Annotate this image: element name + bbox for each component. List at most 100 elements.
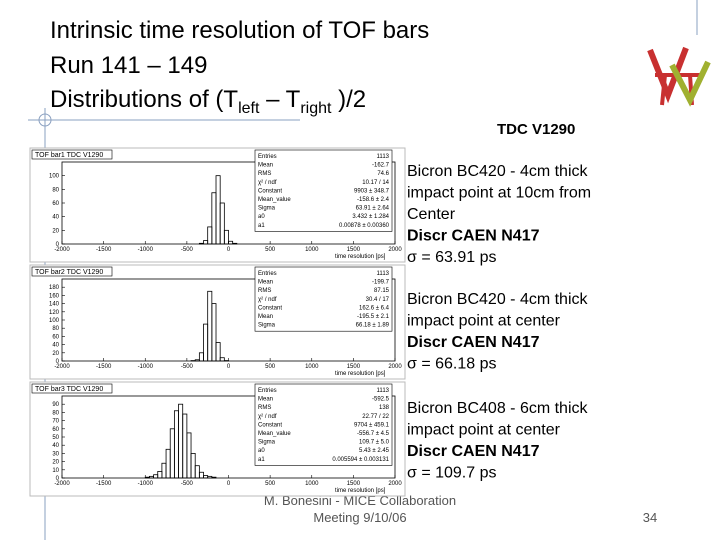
stats-label: Sigma (258, 440, 276, 446)
stats-label: Mean_value (258, 431, 291, 437)
stats-label: Sigma (258, 206, 276, 212)
y-tick-label: 120 (49, 310, 60, 316)
x-tick-label: 0 (227, 481, 231, 487)
x-tick-label: 1500 (347, 364, 361, 370)
stats-label: χ² / ndf (258, 180, 277, 186)
x-tick-label: 500 (265, 481, 276, 487)
logo-shape (647, 46, 689, 104)
y-tick-label: 60 (52, 427, 59, 433)
title-part: Distributions of (T (50, 86, 238, 113)
stats-value: 0.00878 ± 0.00360 (339, 223, 390, 229)
x-tick-label: -1500 (96, 481, 112, 487)
x-tick-label: -1000 (138, 247, 154, 253)
stats-value: 1113 (377, 154, 390, 160)
plot-title: TOF bar2 TDC V1290 (35, 269, 103, 276)
stats-label: Constant (258, 188, 282, 194)
histogram-bin (211, 303, 217, 362)
logo-shape (669, 60, 711, 107)
stats-value: 5.43 ± 2.45 (359, 448, 390, 454)
y-tick-label: 20 (52, 228, 59, 234)
title-subscript: left (238, 100, 260, 117)
x-tick-label: 2000 (388, 247, 402, 253)
description-line: Discr CAEN N417 (407, 228, 540, 245)
stats-label: a0 (258, 448, 265, 454)
x-tick-label: -1500 (96, 364, 112, 370)
stats-label: Mean (258, 397, 273, 403)
stats-value: 9704 ± 459.1 (354, 422, 390, 428)
stats-value: 9903 ± 348.7 (354, 188, 390, 194)
x-tick-label: 0 (227, 247, 231, 253)
y-tick-label: 40 (52, 443, 59, 449)
stats-value: 1113 (377, 388, 390, 394)
stats-value: -199.7 (372, 280, 390, 286)
description-line: σ = 109.7 ps (407, 465, 497, 482)
y-tick-label: 140 (49, 302, 60, 308)
x-tick-label: 500 (265, 247, 276, 253)
x-tick-label: -2000 (54, 247, 70, 253)
stats-value: 66.18 ± 1.89 (356, 323, 390, 329)
stats-label: Entries (258, 154, 277, 160)
y-tick-label: 90 (52, 402, 59, 408)
description-line: σ = 63.91 ps (407, 249, 497, 266)
stats-label: Entries (258, 271, 277, 277)
decor-circle (38, 113, 52, 127)
description-line: Center (407, 206, 456, 223)
x-tick-label: 2000 (388, 364, 402, 370)
plot-title: TOF bar3 TDC V1290 (35, 386, 103, 393)
histogram-plot: TOF bar1 TDC V1290 -2000 -1500 -1000 -500 0 50… (29, 147, 406, 263)
stats-box (254, 383, 393, 466)
y-tick-label: 40 (52, 343, 59, 349)
x-tick-label: -1000 (138, 364, 154, 370)
description-line: Bicron BC420 - 4cm thick (407, 291, 589, 308)
stats-label: χ² / ndf (258, 297, 277, 303)
y-tick-label: 10 (52, 468, 59, 474)
x-tick-label: 2000 (388, 481, 402, 487)
x-tick-label: 500 (265, 364, 276, 370)
title-line: Run 141 – 149 (50, 52, 207, 79)
stats-value: 109.7 ± 5.0 (359, 440, 390, 446)
title-subscript: right (300, 100, 332, 117)
stats-label: RMS (258, 171, 271, 177)
stats-value: 1113 (377, 271, 390, 277)
y-tick-label: 50 (52, 435, 59, 441)
description-line: Discr CAEN N417 (407, 334, 540, 351)
stats-value: 87.15 (374, 288, 390, 294)
y-tick-label: 0 (56, 242, 60, 248)
histogram-bin (198, 242, 204, 245)
stats-label: χ² / ndf (258, 414, 277, 420)
plot-title: TOF bar1 TDC V1290 (35, 152, 103, 159)
x-axis-label: time resolution [ps] (335, 371, 386, 377)
y-tick-label: 0 (56, 359, 60, 365)
histogram-bin (232, 242, 238, 245)
y-tick-label: 70 (52, 419, 59, 425)
histogram-plot: TOF bar3 TDC V1290 -2000 -1500 -1000 -500 0 50… (29, 381, 406, 497)
y-tick-label: 80 (52, 326, 59, 332)
stats-label: Mean (258, 163, 273, 169)
stats-label: a1 (258, 457, 265, 463)
x-tick-label: -2000 (54, 481, 70, 487)
histogram-bin (198, 471, 204, 479)
x-axis-label: time resolution [ps] (335, 254, 386, 260)
description-line: impact point at center (407, 313, 561, 330)
x-tick-label: -500 (181, 247, 194, 253)
stats-box (254, 266, 393, 332)
stats-label: Entries (258, 388, 277, 394)
x-tick-label: 1000 (305, 364, 319, 370)
plot-title-box (31, 149, 113, 160)
y-tick-label: 60 (52, 334, 59, 340)
description-line: Bicron BC420 - 4cm thick (407, 163, 589, 180)
stats-value: -162.7 (372, 163, 390, 169)
stats-value: 22.77 / 22 (362, 414, 389, 420)
histogram-plot: TOF bar2 TDC V1290 -2000 -1500 -1000 -500 0 50… (29, 264, 406, 380)
y-tick-label: 100 (49, 174, 60, 180)
y-tick-label: 160 (49, 293, 60, 299)
stats-value: 162.6 ± 6.4 (359, 305, 390, 311)
histogram-bin (219, 357, 225, 362)
footer-meeting: Meeting 9/10/06 (313, 510, 406, 525)
histogram-bin (215, 342, 221, 362)
y-tick-label: 30 (52, 451, 59, 457)
description-line: σ = 66.18 ps (407, 356, 497, 373)
stats-label: Mean (258, 280, 273, 286)
y-tick-label: 20 (52, 351, 59, 357)
